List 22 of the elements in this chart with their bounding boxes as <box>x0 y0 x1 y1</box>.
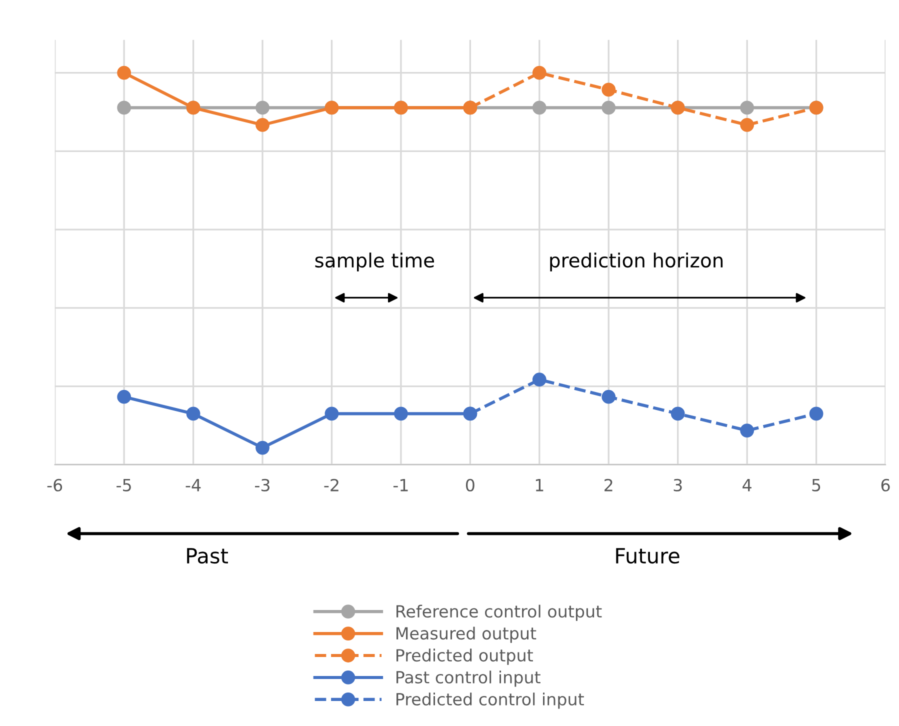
x-tick-label: 3 <box>674 478 682 492</box>
x-tick-label: 5 <box>812 479 820 492</box>
x-tick-label: -4 <box>186 479 201 492</box>
x-tick-label: -3 <box>255 478 270 492</box>
x-tick-label: -5 <box>116 479 131 492</box>
text: Future <box>616 548 680 564</box>
x-tick-label: 2 <box>604 478 612 492</box>
legend-label: Measured output <box>396 626 536 643</box>
x-tick-label: 6 <box>881 478 890 492</box>
x-tick-label: -6 <box>47 478 62 492</box>
x-tick-label: -1 <box>393 479 408 492</box>
text: Past <box>187 548 228 564</box>
annotation: prediction horizon <box>550 252 723 272</box>
x-tick-label: 1 <box>536 479 544 492</box>
legend-label: Predicted output <box>396 648 533 665</box>
x-tick-label: -2 <box>324 478 338 492</box>
x-tick-label: 0 <box>466 478 474 492</box>
legend-label: Predicted control input <box>396 692 584 709</box>
annotation: sample time <box>315 252 434 272</box>
x-tick-label: 4 <box>742 479 752 492</box>
legend-label: Past control input <box>396 670 540 687</box>
legend-label: Reference control output <box>396 604 602 621</box>
